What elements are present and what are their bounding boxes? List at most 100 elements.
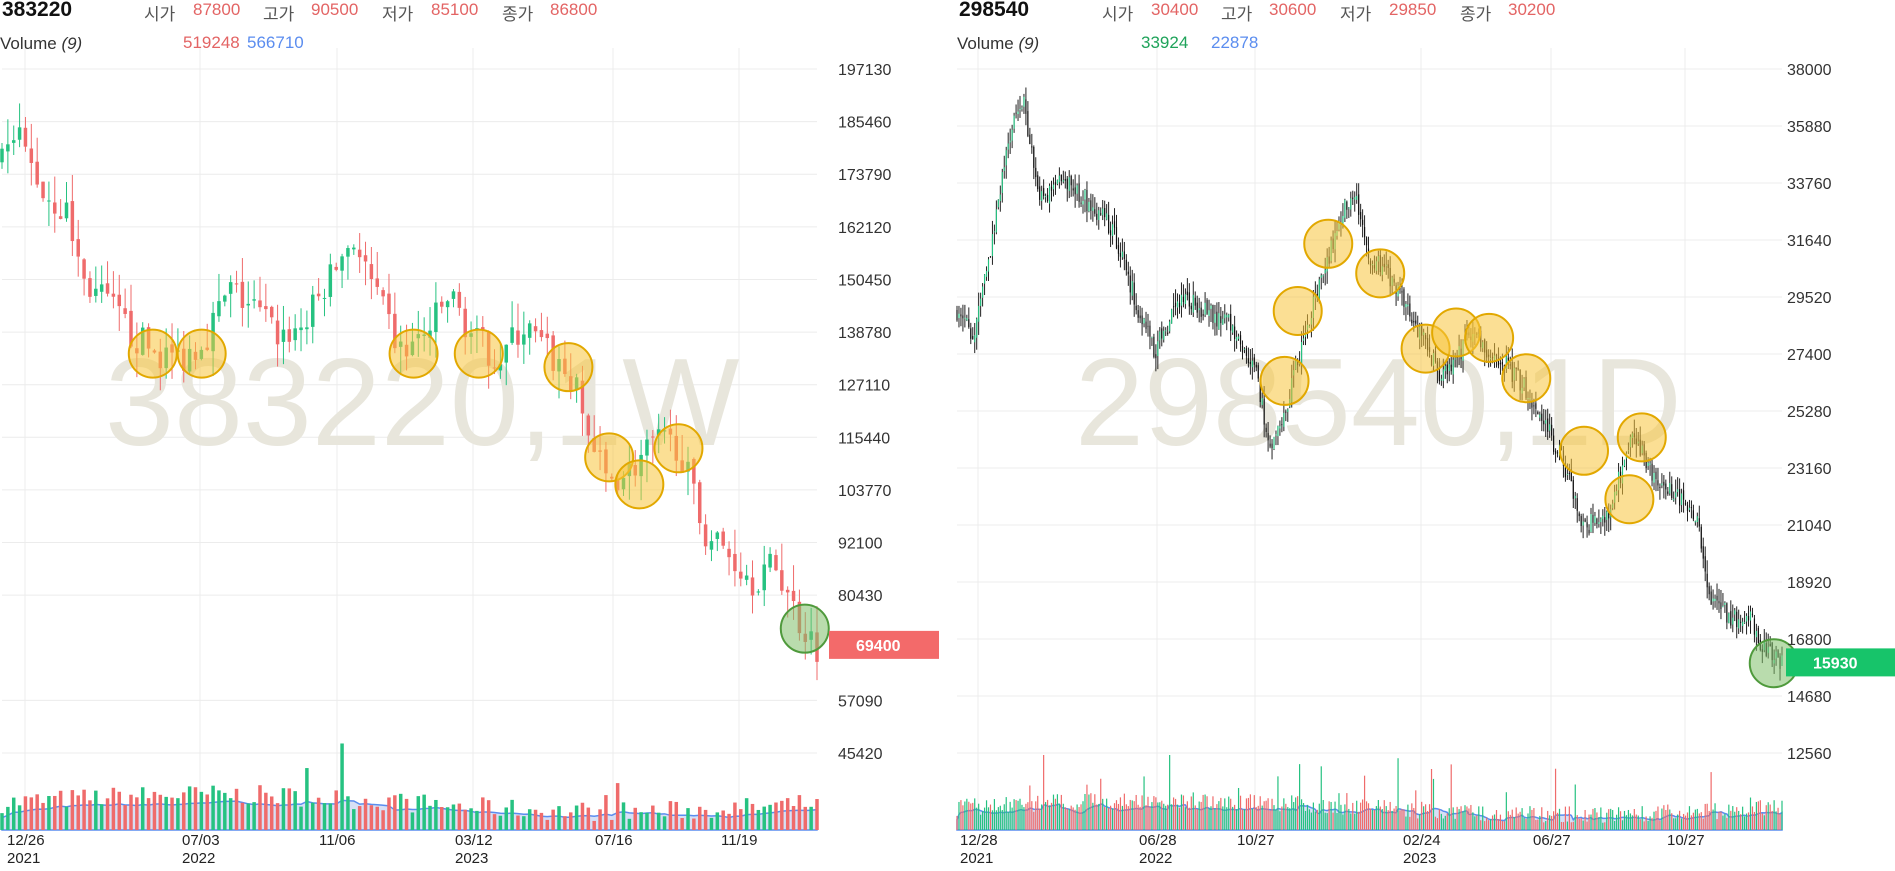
volume-bar [64,806,69,830]
y-tick-label: 12560 [1787,746,1832,763]
volume-bar [1440,813,1442,830]
volume-bar [1267,798,1269,830]
volume-bar [1039,808,1041,830]
volume-bar [381,810,385,830]
volume-bar [1253,795,1255,830]
volume-value-up: 33924 [1141,33,1189,52]
symbol-label: 298540 [959,0,1030,21]
candle-body [269,306,274,318]
candle-body [1269,443,1271,447]
volume-bar [774,802,778,830]
volume-bar [434,799,438,830]
volume-bar [1653,811,1655,830]
volume-bar [1655,810,1657,830]
highlight-circle-yellow [176,328,227,379]
candle-body [997,199,999,208]
volume-bar [1489,819,1492,830]
volume-bar [199,791,204,830]
volume-bar [1314,811,1316,830]
candle-body [1722,605,1724,608]
volume-bar [1133,801,1135,830]
volume-bar [1261,805,1263,830]
volume-bar [281,788,286,830]
chart-panel-right[interactable]: 298540 시가 30400 고가 30600 저가 29850 종가 302… [956,0,1895,871]
volume-bar [1291,795,1293,830]
high-label: 고가 [263,5,295,24]
candle-body [217,301,221,317]
candle-body [1208,310,1210,316]
volume-bar [1509,814,1511,830]
candle-body [1401,290,1403,293]
candle-body [1084,189,1086,200]
volume-bar [1438,809,1440,830]
volume-bar [1001,809,1003,830]
volume-bar [1186,801,1188,830]
candle-body [1159,331,1161,341]
x-tick-label: 06/28 [1139,832,1177,849]
volume-bar [1184,807,1187,830]
volume-bar [1675,818,1677,830]
candle-body [457,291,462,308]
volume-bar [146,798,151,830]
volume-bar [1578,818,1580,830]
y-tick-label: 127110 [838,378,890,395]
chart-panel-left[interactable]: 383220 시가 87800 고가 90500 저가 85100 종가 868… [0,0,950,871]
volume-bar [305,768,309,830]
y-tick-label: 80430 [838,588,883,605]
candle-body [1757,627,1759,644]
volume-bar [140,787,145,830]
candle-body [240,281,245,308]
volume-bar [1726,817,1728,830]
volume-bar [1751,806,1754,830]
volume-bar [1153,796,1155,830]
volume-bar [246,803,251,830]
volume-value-ma: 22878 [1211,33,1259,52]
last-price-label: 15930 [1813,655,1858,672]
volume-bar [1072,807,1074,830]
candle-body [1718,601,1720,604]
volume-bar [1486,817,1488,830]
volume-bar [1519,811,1521,830]
volume-bar [1007,811,1009,830]
candle-body [1009,140,1011,143]
candle-body [580,380,585,414]
candle-body [293,328,297,341]
volume-bar [960,800,962,830]
volume-bar [574,805,579,830]
price-chart[interactable]: 383220,1W1971301854601737901621201504501… [0,0,950,871]
volume-bar [1491,815,1494,830]
volume-bar [328,803,333,830]
high-label: 고가 [1221,5,1253,24]
candle-body [1602,515,1604,519]
volume-bar [1285,803,1287,830]
volume-bar [492,814,497,830]
volume-bar [1645,816,1647,830]
x-tick-label: 12/26 [7,832,45,849]
volume-bar [1025,803,1027,830]
volume-bar [486,800,491,830]
volume-bar [1730,810,1732,830]
candle-body [1023,96,1025,107]
volume-bar [1322,800,1324,830]
candle-body [966,317,968,321]
volume-bar [1017,800,1019,830]
volume-bar [0,813,4,830]
candle-body [692,458,696,484]
volume-bar [1383,800,1385,830]
candle-body [656,429,661,436]
volume-bar [1161,800,1163,830]
candle-body [1182,296,1185,303]
candle-body [1692,510,1694,520]
volume-bar [651,805,655,830]
volume-bar [387,797,391,830]
volume-bar [1224,798,1226,830]
candle-body [1210,305,1212,309]
volume-bar [1529,806,1531,830]
volume-bar [1271,798,1273,830]
volume-bar [1513,817,1515,830]
candle-body [1011,129,1013,141]
price-chart[interactable]: 298540,1D3800035880337603164029520274002… [956,0,1895,871]
volume-bar [978,803,980,830]
volume-bar [1771,810,1773,830]
volume-bar [999,805,1001,830]
